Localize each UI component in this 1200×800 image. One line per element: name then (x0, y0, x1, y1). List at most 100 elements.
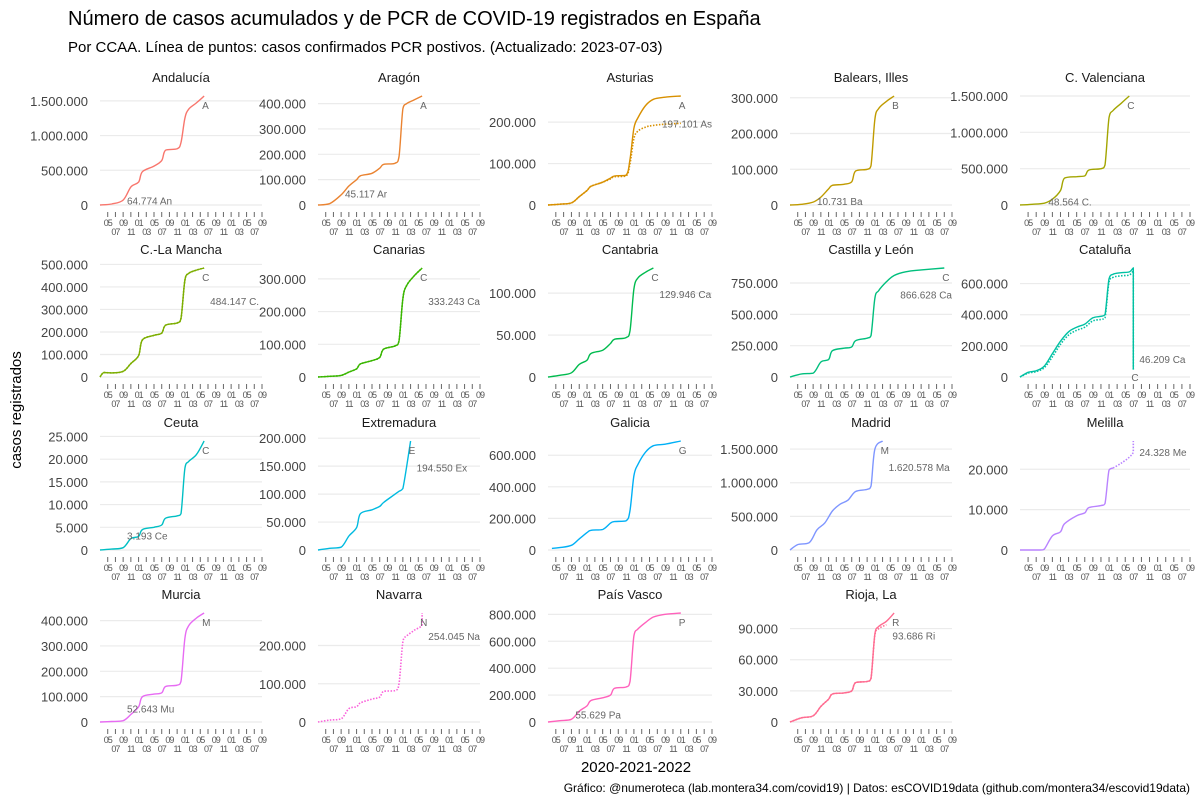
x-tick-label: 09 (165, 390, 174, 400)
x-tick-label: 07 (204, 744, 213, 754)
end-label: G (679, 446, 687, 457)
y-tick-label: 200.000 (489, 511, 536, 526)
panel-title: Murcia (161, 587, 201, 602)
x-tick-label: 03 (925, 399, 934, 409)
x-tick-label: 03 (1065, 572, 1074, 582)
y-tick-label: 300.000 (259, 122, 306, 137)
x-tick-label: 11 (438, 227, 446, 237)
x-tick-label: 09 (430, 563, 439, 573)
y-tick-label: 0 (1001, 370, 1008, 385)
x-tick-label: 01 (583, 390, 592, 400)
x-tick-label: 11 (1097, 227, 1105, 237)
pcr-value-label: 484.147 C. (210, 297, 259, 308)
x-tick-label: 01 (181, 563, 190, 573)
x-tick-label: 09 (567, 218, 576, 228)
panel-cantabria: Cantabria050.000100.00005070911010305070… (489, 242, 718, 409)
x-tick-label: 09 (1186, 563, 1195, 573)
x-tick-label: 07 (111, 744, 120, 754)
x-tick-label: 01 (399, 390, 408, 400)
y-tick-label: 200.000 (259, 305, 306, 320)
x-tick-label: 05 (886, 563, 895, 573)
x-tick-label: 01 (227, 735, 236, 745)
x-tick-label: 05 (243, 735, 252, 745)
casos-line (547, 95, 681, 206)
pcr-value-label: 46.209 Ca (1139, 355, 1186, 366)
chart-title: Número de casos acumulados y de PCR de C… (68, 8, 761, 30)
y-tick-label: 100.000 (259, 487, 306, 502)
pcr-line (789, 623, 887, 723)
x-tick-label: 01 (227, 390, 236, 400)
x-tick-label: 07 (376, 744, 385, 754)
x-tick-label: 07 (1032, 227, 1041, 237)
x-tick-label: 07 (940, 572, 949, 582)
x-tick-label: 05 (840, 390, 849, 400)
pcr-line (547, 122, 681, 206)
x-tick-label: 07 (1129, 399, 1138, 409)
x-tick-label: 03 (360, 744, 369, 754)
x-tick-label: 09 (258, 563, 267, 573)
x-tick-label: 05 (794, 563, 803, 573)
x-tick-label: 03 (685, 227, 694, 237)
x-tick-label: 01 (630, 390, 639, 400)
x-tick-label: 11 (576, 399, 584, 409)
x-tick-label: 07 (468, 399, 477, 409)
x-tick-label: 01 (1105, 218, 1114, 228)
x-tick-label: 05 (933, 218, 942, 228)
x-tick-label: 05 (104, 735, 113, 745)
panel-title: C.-La Mancha (140, 242, 222, 257)
y-tick-label: 200.000 (259, 639, 306, 654)
x-tick-label: 11 (220, 744, 228, 754)
x-tick-label: 11 (173, 572, 181, 582)
x-tick-label: 09 (855, 563, 864, 573)
x-tick-label: 05 (599, 563, 608, 573)
x-tick-label: 09 (614, 218, 623, 228)
x-tick-label: 01 (227, 563, 236, 573)
x-tick-label: 07 (158, 744, 167, 754)
x-tick-label: 07 (653, 744, 662, 754)
x-tick-label: 03 (685, 744, 694, 754)
x-tick-label: 03 (591, 572, 600, 582)
x-tick-label: 09 (383, 735, 392, 745)
x-tick-label: 05 (599, 735, 608, 745)
x-tick-label: 07 (1178, 399, 1187, 409)
x-tick-label: 01 (445, 563, 454, 573)
x-tick-label: 09 (383, 390, 392, 400)
y-tick-label: 0 (529, 370, 536, 385)
end-label: E (409, 446, 416, 457)
y-tick-label: 1.500.000 (720, 442, 778, 457)
x-tick-label: 07 (940, 744, 949, 754)
casos-line (317, 95, 423, 206)
y-tick-label: 100.000 (489, 157, 536, 172)
pcr-value-label: 866.628 Ca (900, 290, 952, 301)
x-tick-label: 03 (142, 399, 151, 409)
panel-title: Canarias (373, 242, 426, 257)
x-tick-label: 11 (345, 227, 353, 237)
x-tick-label: 01 (630, 735, 639, 745)
x-tick-label: 11 (391, 399, 399, 409)
x-tick-label: 05 (150, 218, 159, 228)
x-tick-label: 07 (468, 572, 477, 582)
x-tick-label: 09 (1089, 390, 1098, 400)
panel-title: Melilla (1087, 415, 1125, 430)
x-tick-label: 03 (879, 572, 888, 582)
panel-c-la-mancha: C.-La Mancha 0 100.000 200.000 300.000 400.00… (41, 242, 268, 409)
y-tick-label: 1.000.000 (950, 125, 1008, 140)
x-tick-label: 09 (165, 735, 174, 745)
x-tick-label: 07 (1129, 227, 1138, 237)
x-tick-label: 01 (825, 735, 834, 745)
x-tick-label: 07 (700, 572, 709, 582)
x-tick-label: 11 (1146, 227, 1154, 237)
x-tick-label: 11 (669, 744, 677, 754)
x-tick-label: 01 (871, 563, 880, 573)
x-tick-label: 01 (1154, 563, 1163, 573)
x-tick-label: 05 (322, 390, 331, 400)
x-tick-label: 01 (181, 390, 190, 400)
end-label: C (420, 273, 427, 284)
pcr-value-label: 55.629 Pa (575, 711, 621, 722)
x-tick-label: 11 (391, 227, 399, 237)
x-tick-label: 01 (445, 390, 454, 400)
x-tick-label: 01 (181, 218, 190, 228)
x-tick-label: 07 (111, 227, 120, 237)
x-tick-label: 07 (422, 227, 431, 237)
